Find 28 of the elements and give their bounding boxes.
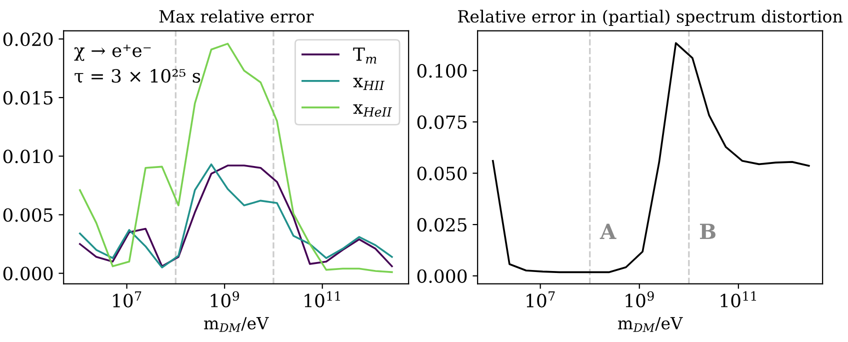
- y-tick-label: 0.075: [417, 115, 466, 130]
- legend-label: x$_{HII}$: [353, 78, 385, 90]
- x-tick-label: 10$^{7}$: [526, 291, 555, 308]
- x-tick-label: 10$^{9}$: [626, 291, 654, 308]
- y-tick-label: 0.020: [3, 32, 53, 46]
- y-tick-label: 0.100: [417, 64, 467, 78]
- y-tick-label: 0.025: [417, 218, 466, 232]
- y-tick-label: 0.015: [3, 91, 52, 105]
- y-tick-label: 0.000: [3, 266, 53, 280]
- x-axis-title: m$_{DM}$/eV: [618, 317, 683, 332]
- annotation: τ = 3 × 10²⁵ s: [74, 69, 200, 83]
- legend-label: T$_{m}$: [353, 48, 376, 64]
- legend-label: x$_{HeII}$: [353, 104, 392, 117]
- y-tick-label: 0.005: [3, 208, 52, 222]
- line-series: [492, 42, 810, 274]
- y-tick-label: 0.050: [417, 166, 467, 180]
- chart-title: Relative error in (partial) spectrum distortion: [458, 10, 843, 26]
- y-tick-label: 0.010: [3, 150, 53, 164]
- x-tick-label: 10$^{9}$: [210, 291, 240, 308]
- x-tick-label: 10$^{11}$: [720, 291, 756, 308]
- ref-line-label: B: [700, 224, 716, 239]
- y-tick-label: 0.000: [417, 269, 467, 283]
- x-tick-label: 10$^{11}$: [304, 291, 340, 308]
- ref-line-label: A: [600, 224, 616, 239]
- chart-title: Max relative error: [159, 10, 314, 23]
- x-tick-label: 10$^{7}$: [113, 291, 142, 308]
- annotation: χ → e⁺e⁻: [74, 44, 151, 61]
- x-axis-title: m$_{DM}$/eV: [204, 317, 269, 332]
